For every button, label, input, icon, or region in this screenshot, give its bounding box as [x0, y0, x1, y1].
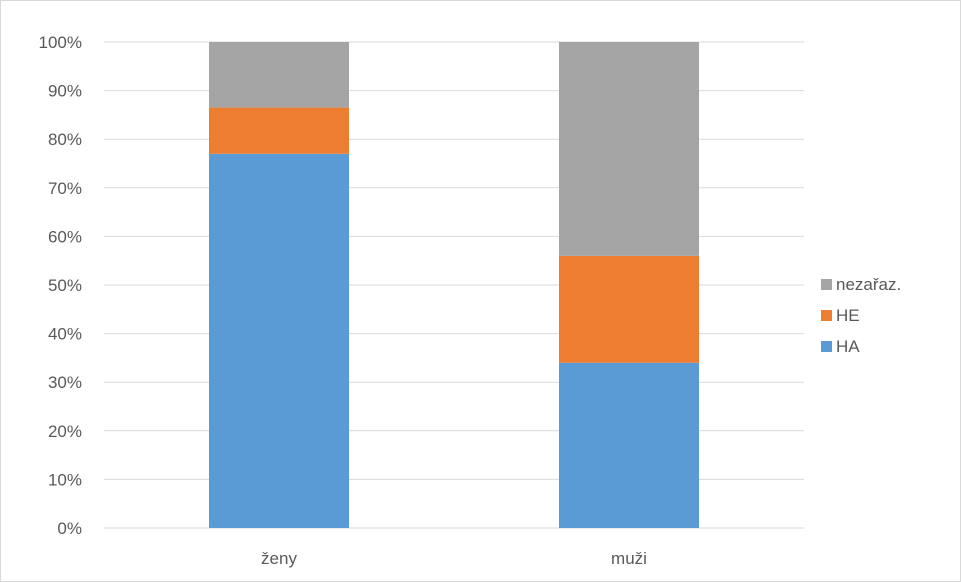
- legend-swatch: [821, 279, 832, 290]
- y-tick-label: 70%: [48, 179, 82, 198]
- x-category-label: ženy: [261, 549, 297, 568]
- bar-segment-nezaaz-1: [559, 42, 699, 256]
- legend-swatch: [821, 341, 832, 352]
- x-axis-category-labels: ženy muži: [261, 549, 647, 568]
- bar-segment-ha-1: [559, 362, 699, 528]
- y-tick-label: 60%: [48, 227, 82, 246]
- y-tick-label: 10%: [48, 470, 82, 489]
- legend-label: HA: [836, 337, 860, 356]
- bar-segment-nezaaz-0: [209, 42, 349, 108]
- legend-label: nezařaz.: [836, 275, 901, 294]
- y-axis-tick-labels: 0% 10% 20% 30% 40% 50% 60% 70% 80% 90% 100%: [39, 33, 82, 538]
- bars: [209, 42, 699, 528]
- y-tick-label: 90%: [48, 82, 82, 101]
- y-tick-label: 40%: [48, 325, 82, 344]
- y-tick-label: 30%: [48, 373, 82, 392]
- legend-swatch: [821, 310, 832, 321]
- legend: nezařaz. HE HA: [821, 275, 901, 356]
- legend-label: HE: [836, 306, 860, 325]
- y-tick-label: 100%: [39, 33, 82, 52]
- y-tick-label: 80%: [48, 130, 82, 149]
- y-tick-label: 0%: [57, 519, 82, 538]
- bar-segment-ha-0: [209, 153, 349, 528]
- y-tick-label: 50%: [48, 276, 82, 295]
- y-tick-label: 20%: [48, 422, 82, 441]
- x-category-label: muži: [611, 549, 647, 568]
- bar-segment-he-0: [209, 107, 349, 154]
- bar-segment-he-1: [559, 255, 699, 363]
